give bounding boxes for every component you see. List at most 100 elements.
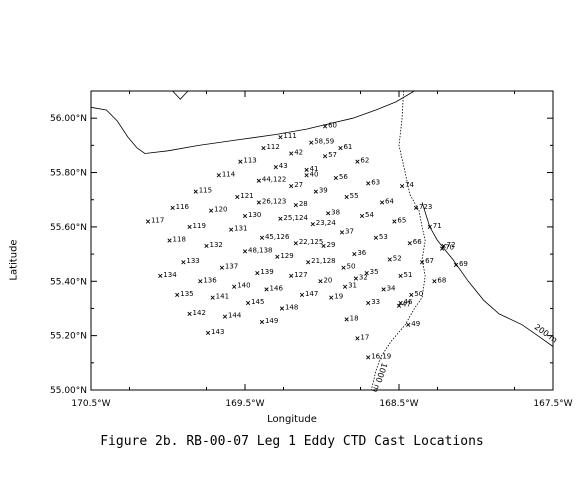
- station-cross: [398, 300, 403, 306]
- station-marker: 145: [245, 298, 264, 306]
- station-marker: 63: [366, 178, 380, 186]
- station-marker: 20: [318, 276, 332, 284]
- station-marker: 52: [387, 255, 402, 263]
- station-cross: [406, 322, 411, 327]
- station-cross: [259, 319, 265, 325]
- station-cross: [310, 222, 315, 227]
- station-cross: [419, 260, 425, 265]
- station-label: 21,128: [311, 257, 336, 265]
- station-label: 57: [328, 151, 337, 159]
- station-marker: 133: [181, 257, 200, 265]
- station-cross: [216, 173, 221, 178]
- station-marker: 144: [222, 312, 242, 320]
- station-marker: 60: [322, 121, 337, 129]
- station-marker: 131: [229, 225, 248, 233]
- station-label: 114: [222, 170, 236, 178]
- station-marker: 28: [293, 200, 308, 208]
- station-label: 18: [350, 314, 359, 322]
- station-marker: 32: [353, 274, 368, 282]
- station-marker: 74: [399, 181, 415, 189]
- station-label: 27: [294, 181, 303, 189]
- station-label: 118: [173, 236, 186, 244]
- station-marker: 45,126: [259, 233, 290, 241]
- station-cross: [352, 251, 357, 257]
- station-label: 129: [280, 252, 293, 260]
- station-label: 148: [285, 303, 298, 311]
- station-cross: [278, 216, 283, 221]
- station-label: 16,19: [371, 352, 391, 360]
- station-cross: [364, 270, 369, 276]
- station-cross: [289, 184, 294, 189]
- station-cross: [432, 279, 437, 284]
- station-marker: 69: [453, 260, 468, 268]
- plot-frame: [90, 90, 554, 391]
- station-cross: [259, 235, 265, 240]
- station-cross: [344, 317, 349, 322]
- station-cross: [355, 159, 360, 164]
- station-marker: 27: [289, 181, 303, 189]
- station-marker: 142: [187, 309, 206, 317]
- station-label: 71: [433, 222, 442, 230]
- station-label: 56: [339, 173, 348, 181]
- station-marker: 58,59: [309, 138, 334, 146]
- station-label: 143: [211, 328, 224, 336]
- station-cross: [333, 175, 338, 181]
- station-marker: 40: [304, 170, 319, 178]
- station-label: 45,126: [265, 233, 290, 241]
- station-label: 50: [414, 290, 423, 298]
- station-marker: 55: [344, 192, 359, 200]
- station-cross: [235, 194, 240, 200]
- station-label: 26,123: [262, 197, 287, 205]
- station-label: 66: [413, 238, 422, 246]
- station-marker: 148: [279, 303, 298, 311]
- x-tick-label: 167.5°W: [533, 399, 572, 409]
- station-label: 25,124: [283, 214, 308, 222]
- figure-caption: Figure 2b. RB-00-07 Leg 1 Eddy CTD Cast …: [100, 434, 484, 449]
- station-label: 144: [228, 312, 242, 320]
- station-marker: 65: [392, 216, 406, 224]
- station-marker: 18: [344, 314, 359, 322]
- station-marker: 119: [187, 222, 206, 230]
- station-cross: [392, 219, 397, 224]
- station-label: 141: [216, 293, 229, 301]
- station-marker: 61: [338, 143, 352, 151]
- station-label: 113: [243, 157, 256, 165]
- station-label: 36: [357, 249, 366, 257]
- station-label: 34: [387, 284, 396, 292]
- station-label: 149: [265, 317, 278, 325]
- station-cross: [204, 243, 209, 249]
- station-cross: [293, 241, 298, 246]
- station-cross: [210, 295, 215, 300]
- station-cross: [338, 145, 343, 151]
- station-cross: [409, 292, 414, 297]
- contour-line-2: [421, 202, 554, 347]
- station-cross: [198, 279, 203, 284]
- station-marker: 44,122: [256, 176, 286, 184]
- station-marker: 49: [406, 320, 420, 328]
- station-cross: [181, 260, 186, 265]
- station-label: 67: [425, 257, 434, 265]
- station-marker: 121: [235, 192, 254, 200]
- station-cross: [398, 273, 403, 278]
- station-cross: [322, 124, 328, 129]
- station-cross: [373, 235, 379, 240]
- station-cross: [322, 154, 328, 159]
- station-cross: [170, 205, 175, 211]
- station-label: 35: [370, 268, 379, 276]
- station-marker: 113: [238, 157, 257, 165]
- station-label: 28: [299, 200, 308, 208]
- station-label: 112: [266, 143, 279, 151]
- station-label: 55: [350, 192, 359, 200]
- station-cross: [353, 276, 358, 281]
- station-cross: [342, 284, 348, 289]
- station-marker: 36: [352, 249, 367, 257]
- station-label: 32: [359, 274, 368, 282]
- station-cross: [209, 208, 214, 213]
- station-label: 52: [393, 255, 402, 263]
- y-axis-label: Latitude: [8, 239, 20, 281]
- station-marker: 25,124: [278, 214, 308, 222]
- station-label: 37: [345, 227, 354, 235]
- station-cross: [289, 273, 294, 278]
- station-cross: [222, 314, 228, 319]
